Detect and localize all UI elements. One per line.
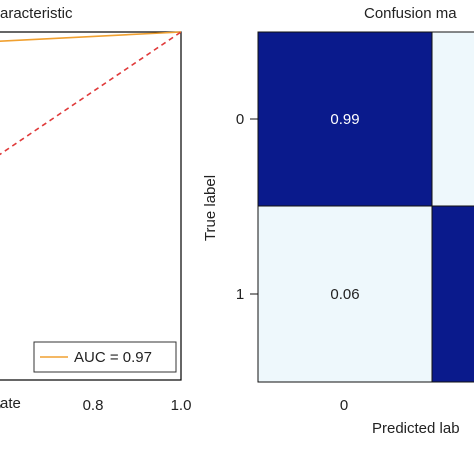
confusion-cell-value: 0.99 bbox=[330, 111, 359, 128]
roc-legend: AUC = 0.97 bbox=[33, 341, 177, 373]
confusion-title: Confusion ma bbox=[364, 5, 457, 22]
roc-x-tick-label: 0.8 bbox=[83, 397, 104, 414]
roc-lines bbox=[0, 31, 182, 156]
roc-curve-line bbox=[0, 31, 182, 42]
confusion-cell bbox=[431, 31, 474, 207]
confusion-y-axis-label: True label bbox=[202, 175, 219, 241]
confusion-cell bbox=[257, 31, 433, 207]
roc-title: aracteristic bbox=[0, 5, 73, 22]
confusion-x-ticks: 0 bbox=[340, 397, 348, 414]
roc-x-tick-label: 6 bbox=[0, 397, 1, 414]
confusion-x-tick-label: 0 bbox=[340, 397, 348, 414]
confusion-y-tick-label: 1 bbox=[236, 286, 244, 303]
roc-plot-frame bbox=[0, 31, 182, 381]
confusion-cell bbox=[257, 205, 433, 383]
confusion-panel: Confusion ma 0.990.06 01 0 True label Pr… bbox=[202, 5, 474, 437]
confusion-x-axis-label: Predicted lab bbox=[372, 420, 460, 437]
roc-x-axis-label: ate bbox=[0, 395, 21, 412]
confusion-y-tick-label: 0 bbox=[236, 111, 244, 128]
roc-panel: aracteristic 6 0.8 1.0 ate AUC = 0.97 bbox=[0, 5, 191, 414]
roc-chance-line bbox=[0, 31, 182, 156]
confusion-cell bbox=[431, 205, 474, 383]
roc-legend-label: AUC = 0.97 bbox=[74, 349, 152, 366]
confusion-cell-value: 0.06 bbox=[330, 286, 359, 303]
roc-x-ticks: 6 0.8 1.0 bbox=[0, 397, 191, 414]
confusion-y-ticks: 01 bbox=[236, 111, 258, 303]
roc-x-tick-label: 1.0 bbox=[171, 397, 192, 414]
confusion-cells: 0.99 0.06 bbox=[257, 31, 474, 383]
